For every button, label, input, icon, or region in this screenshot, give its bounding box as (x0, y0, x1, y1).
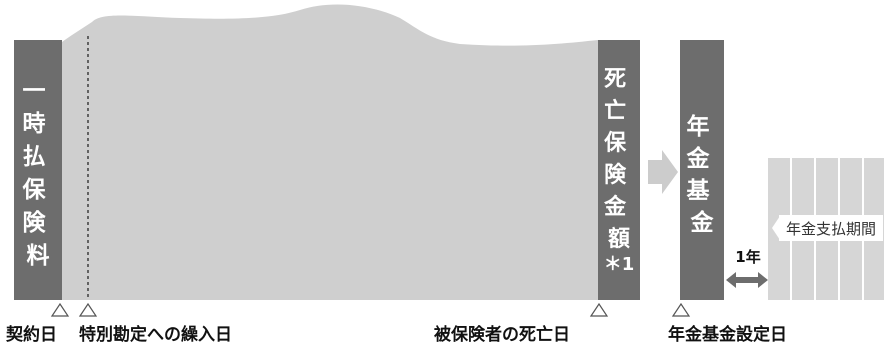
account-value-area (62, 4, 598, 301)
contract-date-marker (50, 302, 70, 317)
annuity-fund-label: 年 金 基 金 (685, 113, 717, 236)
annuity-fund-bar (680, 40, 724, 300)
payout-period-label-bg (779, 215, 883, 241)
lump-sum-premium-bar (14, 40, 62, 300)
death-benefit-label: 死 亡 保 険 金 額 (603, 67, 634, 252)
insured-death-date-marker (589, 302, 609, 317)
annuity-fund-setup-date-marker (671, 302, 691, 317)
one-year-label: 1年 (735, 248, 760, 266)
special-account-entry-date-marker (78, 302, 98, 317)
death-benefit-bar (598, 40, 640, 300)
transition-arrow (648, 150, 678, 194)
one-year-double-arrow (726, 272, 768, 288)
contract-date-label: 契約日 (5, 324, 57, 345)
payout-period-label: 年金支払期間 (786, 220, 876, 238)
death-benefit-footnote: ＊1 (604, 254, 635, 275)
annuity-fund-setup-date-label: 年金基金設定日 (668, 324, 787, 345)
payout-period-arrowhead (772, 216, 780, 240)
lump-sum-premium-label: 一 時 払 保 険 料 (21, 78, 53, 269)
insured-death-date-label: 被保険者の死亡日 (434, 324, 570, 345)
special-account-entry-date-label: 特別勘定への繰入日 (79, 324, 232, 345)
